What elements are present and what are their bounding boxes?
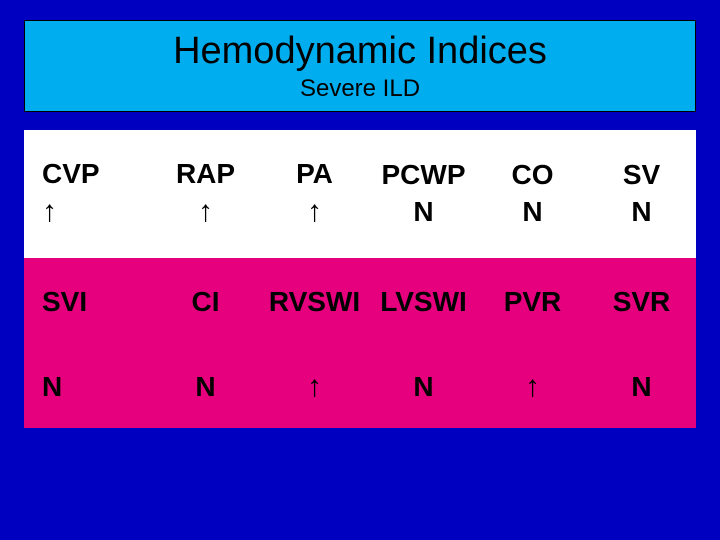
cell-co: CO N [478,130,587,258]
value-co: N [522,194,542,230]
cell-svr-value: N [587,346,696,428]
table-row-1: CVP ↑ RAP ↑ PA ↑ PCWP N CO N SV N [24,130,696,258]
label-rap: RAP [176,156,235,192]
table-row-2: SVI CI RVSWI LVSWI PVR SVR [24,258,696,346]
value-pvr: ↑ [525,367,540,406]
cell-pa: PA ↑ [260,130,369,258]
label-svi: SVI [42,284,87,320]
value-lvswi: N [413,369,433,405]
value-svi: N [42,369,62,405]
cell-ci-label: CI [151,258,260,346]
cell-rvswi-label: RVSWI [260,258,369,346]
table-row-3: N N ↑ N ↑ N [24,346,696,428]
cell-rvswi-value: ↑ [260,346,369,428]
page-subtitle: Severe ILD [25,75,695,103]
label-svr: SVR [613,284,671,320]
value-cvp: ↑ [42,192,57,231]
label-rvswi: RVSWI [269,284,360,320]
cell-ci-value: N [151,346,260,428]
header-panel: Hemodynamic Indices Severe ILD [24,20,696,112]
page-title: Hemodynamic Indices [25,31,695,73]
value-rvswi: ↑ [307,367,322,406]
cell-lvswi-value: N [369,346,478,428]
label-ci: CI [192,284,220,320]
cell-pvr-label: PVR [478,258,587,346]
cell-svr-label: SVR [587,258,696,346]
label-co: CO [512,157,554,193]
cell-svi-value: N [24,346,151,428]
value-pcwp: N [413,194,433,230]
label-cvp: CVP [42,156,100,192]
label-pcwp: PCWP [382,157,466,193]
cell-sv: SV N [587,130,696,258]
value-rap: ↑ [198,192,213,231]
value-pa: ↑ [307,192,322,231]
label-pa: PA [296,156,333,192]
label-sv: SV [623,157,660,193]
cell-pcwp: PCWP N [369,130,478,258]
cell-lvswi-label: LVSWI [369,258,478,346]
label-pvr: PVR [504,284,562,320]
value-svr: N [631,369,651,405]
value-sv: N [631,194,651,230]
cell-cvp: CVP ↑ [24,130,151,258]
cell-pvr-value: ↑ [478,346,587,428]
label-lvswi: LVSWI [380,284,467,320]
cell-rap: RAP ↑ [151,130,260,258]
value-ci: N [195,369,215,405]
hemodynamics-table: CVP ↑ RAP ↑ PA ↑ PCWP N CO N SV N SVI CI [24,130,696,428]
cell-svi-label: SVI [24,258,151,346]
